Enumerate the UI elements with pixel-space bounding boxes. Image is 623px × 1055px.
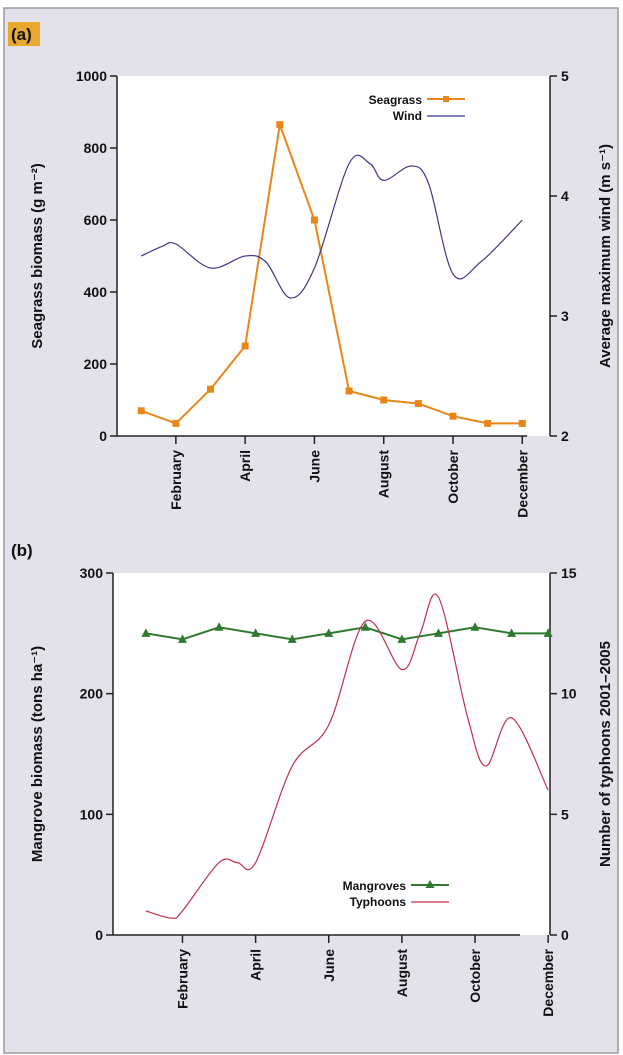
data-point-mangroves (141, 628, 151, 637)
panel-a-x-tick-label: February (168, 450, 184, 510)
panel-b-left-tick-label: 100 (80, 806, 104, 822)
series-line-mangroves (145, 626, 549, 641)
data-point-mangroves (324, 628, 334, 637)
panel-b-label: (b) (11, 541, 33, 560)
panel-a-plot-area (117, 76, 550, 436)
data-point-mangroves (397, 634, 407, 643)
data-point-mangroves (507, 628, 517, 637)
panel-b-x-tick-label: April (248, 949, 264, 981)
panel-a-x-tick-label: October (445, 449, 461, 503)
panel-b-x-tick-label: June (321, 949, 337, 982)
panel-a-x-tick-label: December (514, 449, 530, 517)
data-point-seagrass (172, 419, 180, 427)
legend-marker-seagrass (443, 96, 449, 102)
data-point-seagrass (207, 385, 215, 393)
panel-b-left-tick-label: 300 (80, 565, 104, 581)
legend-label-wind: Wind (393, 109, 422, 123)
panel-a: (a) Seagrass biomass (g m⁻²) Average max… (8, 22, 614, 518)
panel-a-x-tick-label: June (306, 450, 322, 483)
legend-label-mangroves: Mangroves (343, 879, 407, 893)
panel-a-x-tick-label: August (376, 450, 392, 499)
panel-b-series (141, 593, 553, 919)
panel-a-left-tick-label: 1000 (76, 68, 107, 84)
panel-a-left-tick-label: 600 (84, 212, 108, 228)
data-point-seagrass (345, 387, 353, 395)
data-point-mangroves (214, 622, 224, 631)
panel-b-x-tick-label: December (540, 948, 556, 1016)
panel-b-ylabel-right: Number of typhoons 2001–2005 (597, 641, 614, 867)
panel-b-legend: Mangroves Typhoons (343, 879, 449, 909)
data-point-seagrass (380, 396, 388, 404)
data-point-seagrass (241, 342, 249, 350)
panel-b-ylabel-left: Mangrove biomass (tons ha⁻¹) (29, 646, 46, 862)
data-point-mangroves (177, 634, 187, 643)
panel-a-right-tick-label: 2 (561, 428, 569, 444)
panel-a-right-tick-label: 5 (561, 68, 569, 84)
panel-a-x-tick-label: April (237, 450, 253, 482)
series-line-typhoons (145, 593, 549, 919)
panel-a-left-tick-label: 400 (84, 284, 108, 300)
panel-b: (b) Mangrove biomass (tons ha⁻¹) Number … (11, 541, 614, 1017)
panel-b-right-tick-label: 10 (561, 686, 577, 702)
panel-b-x-tick-label: February (174, 949, 190, 1009)
data-point-seagrass (414, 400, 422, 408)
data-point-seagrass (518, 419, 526, 427)
panel-b-x-tick-label: October (467, 948, 483, 1002)
legend-marker-mangroves (425, 880, 435, 888)
legend-label-seagrass: Seagrass (369, 93, 423, 107)
panel-a-right-tick-label: 3 (561, 308, 569, 324)
data-point-seagrass (137, 407, 145, 415)
panel-a-legend: Seagrass Wind (369, 93, 465, 123)
data-point-mangroves (543, 628, 553, 637)
panel-a-label-bg (8, 22, 40, 46)
data-point-mangroves (470, 622, 480, 631)
data-point-mangroves (287, 634, 297, 643)
series-line-seagrass (140, 124, 523, 425)
panel-b-left-tick-label: 200 (80, 686, 104, 702)
series-line-wind (140, 154, 523, 299)
panel-a-right-tick-label: 4 (561, 188, 569, 204)
panel-b-right-tick-label: 0 (561, 927, 569, 943)
panel-b-right-tick-label: 5 (561, 806, 569, 822)
panel-a-axes: 0 200 400 600 800 1000 2 3 4 5 February April June Au… (76, 68, 569, 518)
panel-a-left-tick-label: 800 (84, 140, 108, 156)
data-point-seagrass (449, 412, 457, 420)
data-point-seagrass (310, 216, 318, 224)
panel-a-series (137, 121, 526, 427)
panel-a-ylabel-right: Average maximum wind (m s⁻¹) (597, 144, 614, 368)
data-point-mangroves (251, 628, 261, 637)
panel-a-left-tick-label: 200 (84, 356, 108, 372)
panel-b-right-tick-label: 15 (561, 565, 577, 581)
panel-b-plot-area (113, 573, 550, 935)
panel-b-x-tick-label: August (394, 949, 410, 998)
panel-b-left-tick-label: 0 (95, 927, 103, 943)
panel-a-label: (a) (11, 25, 32, 44)
panel-b-axes: 0 100 200 300 0 5 10 15 February April June August O… (80, 565, 577, 1017)
data-point-seagrass (484, 419, 492, 427)
data-point-seagrass (276, 121, 284, 129)
data-point-mangroves (360, 622, 370, 631)
legend-label-typhoons: Typhoons (350, 895, 407, 909)
data-point-mangroves (433, 628, 443, 637)
panel-a-left-tick-label: 0 (99, 428, 107, 444)
panel-a-ylabel-left: Seagrass biomass (g m⁻²) (29, 163, 46, 348)
